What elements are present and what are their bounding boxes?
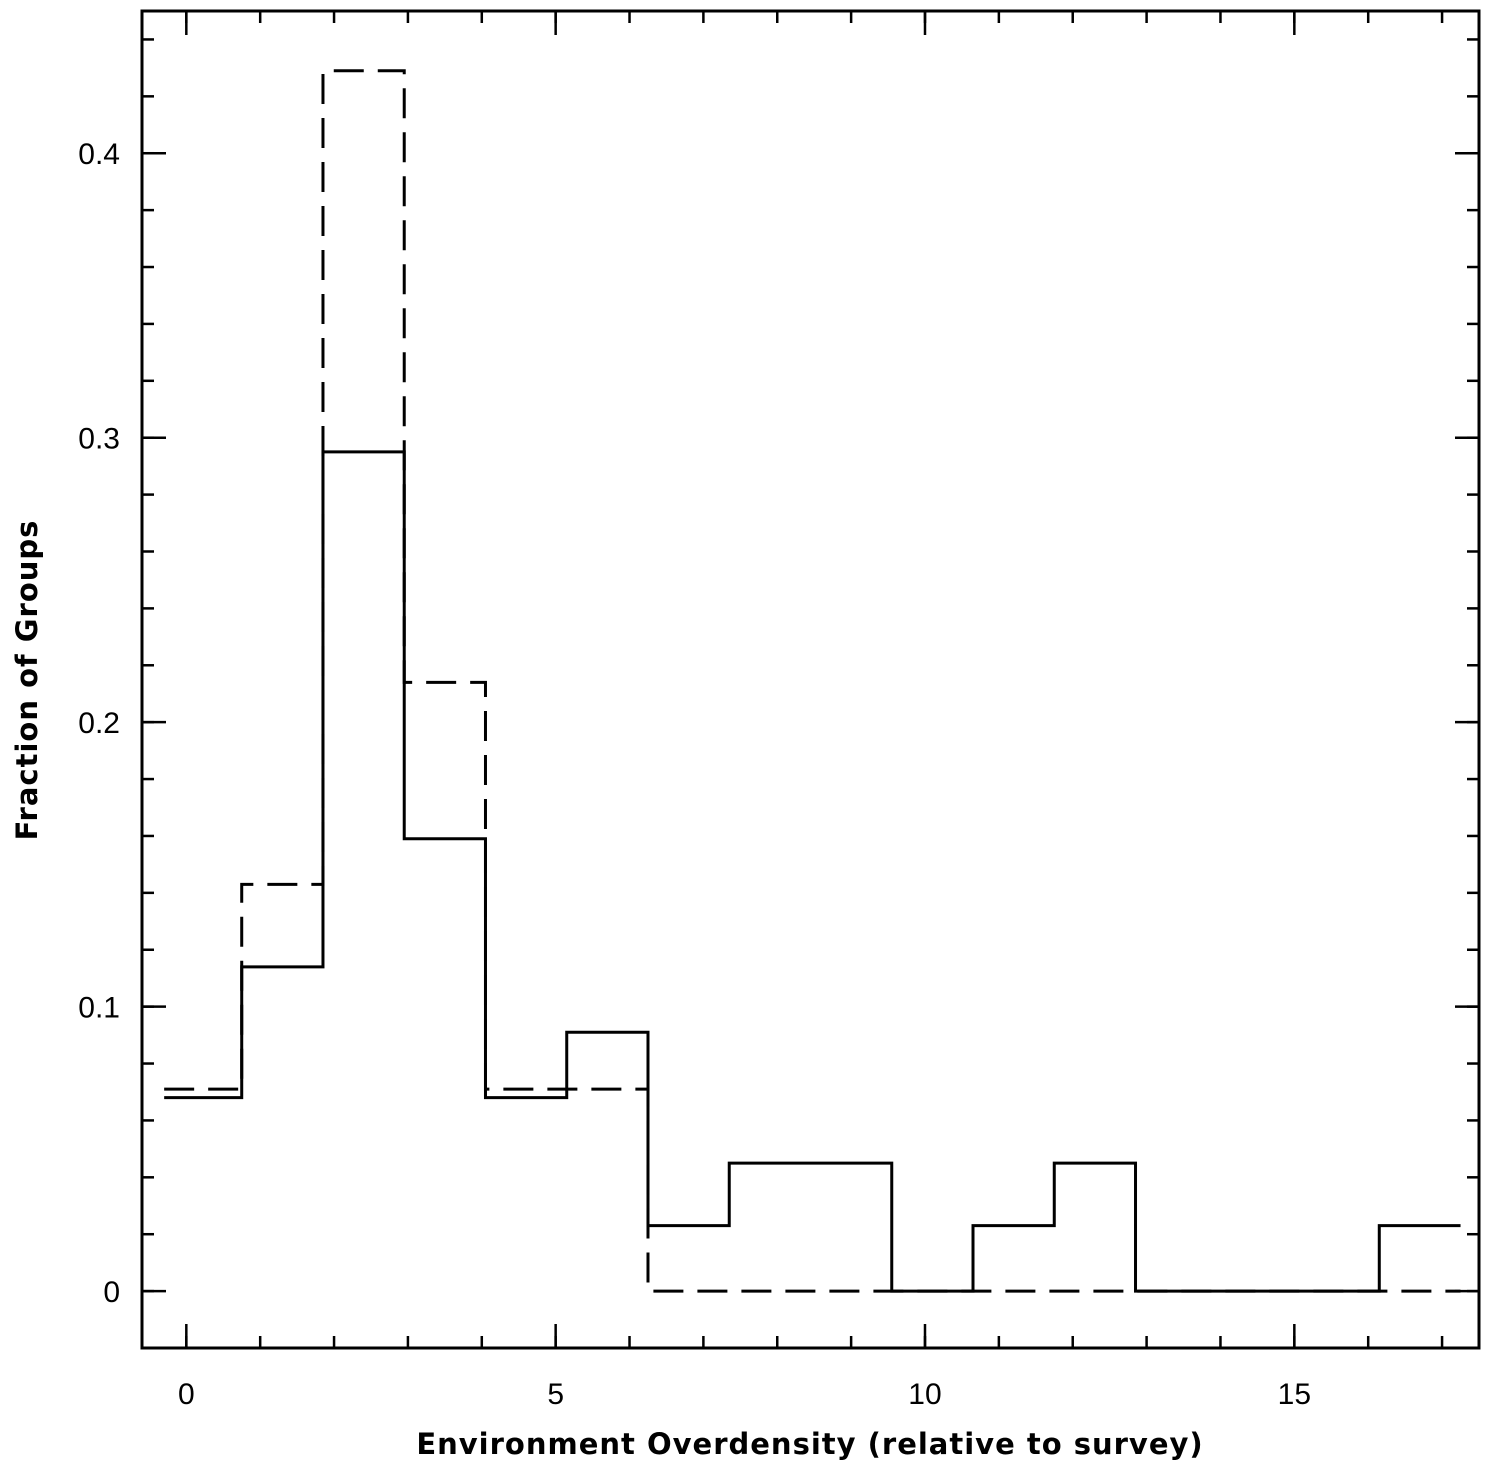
histogram-series	[164, 69, 1461, 1293]
x-axis-title: Environment Overdensity (relative to sur…	[416, 1427, 1203, 1461]
minor-ticks	[142, 11, 1479, 1350]
plot-frame	[140, 9, 1481, 1350]
x-tick-labels: 0 5 10 15	[178, 1378, 1311, 1411]
major-ticks	[142, 11, 1479, 1348]
y-axis-title: Fraction of Groups	[10, 520, 44, 841]
x-tick-label: 5	[547, 1378, 564, 1411]
histogram-dashed-line	[164, 69, 1461, 1293]
y-tick-label: 0	[103, 1276, 120, 1309]
x-tick-label: 15	[1278, 1378, 1311, 1411]
y-tick-label: 0.4	[78, 138, 120, 171]
x-tick-label: 10	[908, 1378, 941, 1411]
y-tick-label: 0.1	[78, 992, 120, 1025]
x-tick-label: 0	[178, 1378, 195, 1411]
y-tick-label: 0.2	[78, 707, 120, 740]
histogram-solid-line	[164, 450, 1461, 1293]
y-tick-labels: 0 0.1 0.2 0.3 0.4	[78, 138, 120, 1309]
y-tick-label: 0.3	[78, 423, 120, 456]
